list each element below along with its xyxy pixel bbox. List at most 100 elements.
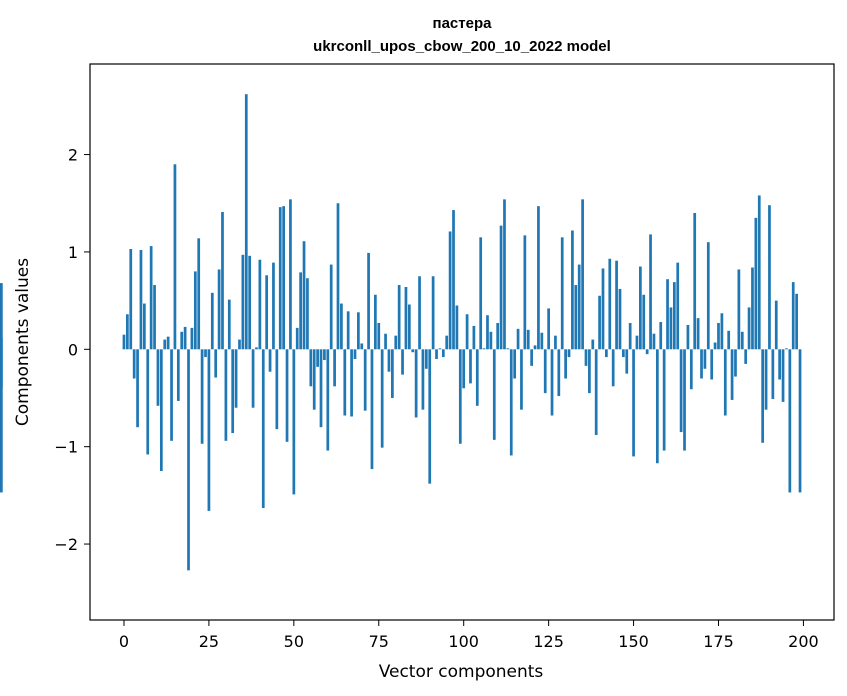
bar [309,349,313,387]
bar [340,303,343,350]
bar [363,349,367,411]
bar [455,305,459,350]
bar [734,349,737,377]
bar [628,323,632,350]
bar [554,335,557,350]
bar [367,252,370,350]
bar [306,278,309,350]
bar [791,282,795,350]
bar [584,349,588,366]
bar [571,230,574,350]
bar [506,348,510,350]
bar [126,314,129,350]
bar [781,349,785,402]
bar [234,349,238,408]
bar [319,349,323,428]
bar [672,282,676,350]
bar [703,349,707,369]
bar [689,349,693,390]
bar [261,349,265,509]
bar [591,339,595,350]
bar [132,349,136,379]
bar [669,307,673,350]
bar [608,258,612,350]
bar [391,349,394,398]
bar [360,343,364,350]
bar [275,349,279,430]
bar [639,266,642,350]
bar [241,254,245,350]
bar [499,225,503,350]
bar [295,327,299,350]
bar [788,349,792,493]
bar [751,267,754,350]
bar [516,328,520,350]
bar [441,349,445,358]
bar [533,345,537,350]
bar [693,212,697,350]
bar [666,279,669,350]
bar [302,241,306,350]
bar [482,348,486,350]
x-tick-label: 0 [119,632,129,651]
bar [723,349,727,416]
bar [462,349,466,389]
y-axis-ticks: −2 −1 0 1 2 [54,146,90,554]
x-tick-label: 200 [788,632,819,651]
bar [757,195,761,350]
bar [204,349,207,358]
bar [448,231,452,350]
bar [431,276,435,350]
bar [676,262,680,350]
bar [594,349,598,435]
bar [424,349,428,369]
bar [353,349,357,360]
bar [458,349,462,444]
bar [768,205,771,350]
bar [717,323,720,350]
bar [187,349,190,571]
bar [285,349,289,442]
x-tick-label: 100 [448,632,479,651]
x-tick-label: 75 [369,632,389,651]
bar [686,324,690,350]
bar [377,323,381,350]
bar [421,349,425,410]
bar [129,249,133,350]
x-tick-label: 150 [618,632,649,651]
bar [611,349,615,387]
bar [350,349,353,417]
bar [540,332,544,350]
bar [374,294,377,350]
bar [774,300,778,350]
bar [625,349,629,374]
bar [720,313,724,350]
bar [679,349,683,433]
bar [316,349,319,367]
bar [649,234,652,350]
bar [418,276,421,350]
bar [642,294,646,350]
bar [550,349,554,416]
y-tick-label: −2 [54,535,78,554]
bar [730,349,734,400]
bar [268,349,272,372]
bar [785,348,788,350]
bar [700,349,703,379]
bar [272,262,275,350]
bar [740,331,744,350]
bar [146,349,150,455]
bar [615,260,618,350]
bar [601,268,605,350]
y-tick-label: 2 [68,146,78,165]
bar [149,246,153,350]
bar [564,349,567,379]
bar [180,331,184,350]
chart-subtitle: ukrconll_upos_cbow_200_10_2022 model [313,38,611,55]
bar [153,285,156,350]
bar [326,349,330,451]
y-tick-label: 1 [68,243,78,262]
bar [329,264,333,350]
